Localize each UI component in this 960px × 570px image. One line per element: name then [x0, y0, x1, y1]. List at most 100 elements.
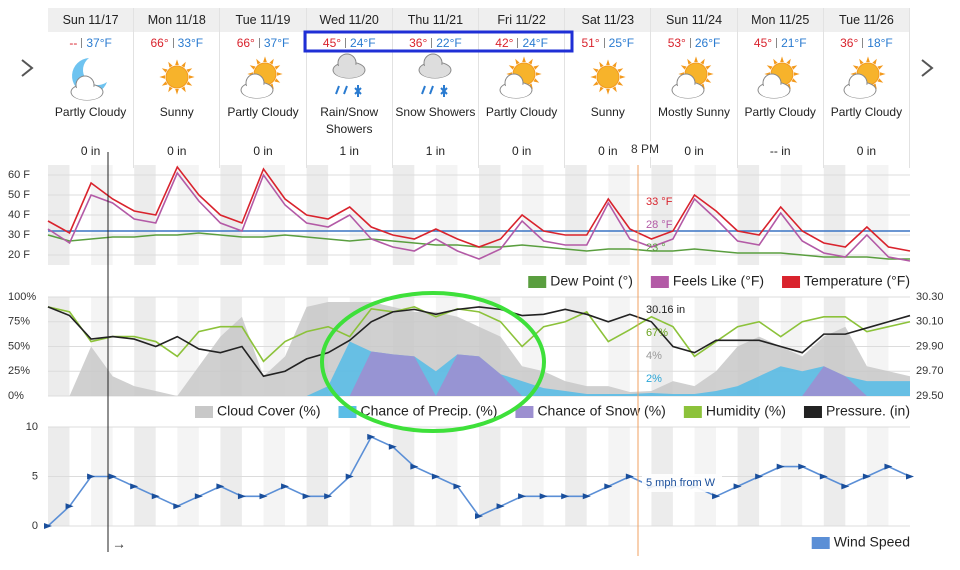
wind-marker — [496, 503, 505, 510]
sun-ray — [877, 78, 884, 83]
low-temp: 37°F — [263, 36, 290, 50]
precip-icon — [421, 85, 449, 97]
legend-swatch — [650, 276, 669, 288]
condition: Sunny — [590, 105, 625, 119]
day-name: Sat 11/23 — [565, 8, 651, 32]
y-tick-label: 10 — [26, 421, 38, 433]
high-temp: 36° — [840, 36, 859, 50]
sun-ray — [174, 59, 179, 66]
wind-marker — [884, 463, 893, 470]
sun-ray — [687, 58, 692, 65]
sun-ray — [533, 65, 539, 70]
sun-ray — [167, 61, 173, 68]
y-tick-label: 50 F — [8, 189, 30, 201]
sun-ray — [528, 58, 533, 65]
y-tick-label: 75% — [8, 316, 30, 328]
legend-label: Chance of Snow (%) — [537, 403, 665, 419]
wind-marker — [216, 483, 225, 490]
wind-marker — [841, 483, 850, 490]
separator — [689, 38, 691, 48]
sun-ray — [791, 65, 798, 70]
sun-ray — [590, 75, 596, 79]
separator — [862, 38, 864, 48]
day-name: Wed 11/20 — [306, 8, 392, 32]
legend-swatch — [782, 276, 801, 288]
sun-ray — [612, 61, 617, 68]
legend-swatch — [803, 406, 822, 418]
weather-icon — [671, 56, 714, 99]
icon-box — [738, 52, 823, 104]
y2-tick-label: 29.90 — [916, 340, 944, 352]
wind-marker — [302, 493, 311, 500]
day-strip: Sun 11/17 -- 37°F Partly Cloudy 0 in Mon 11/1… — [48, 8, 911, 168]
separator — [172, 38, 174, 48]
separator — [431, 38, 433, 48]
legend-label: Dew Point (°) — [550, 273, 633, 289]
low-temp: 22°F — [436, 36, 462, 50]
wind-marker — [625, 473, 634, 480]
weather-icon — [240, 56, 283, 99]
icon-box — [824, 52, 909, 104]
condition: Partly Cloudy — [830, 105, 903, 119]
day-name: Mon 11/25 — [737, 8, 823, 32]
sun-ray — [859, 58, 865, 65]
series-line — [47, 171, 911, 262]
wind-marker — [194, 493, 203, 500]
day-column: Tue 11/19 66° 37°F Partly Cloudy 0 in — [220, 8, 307, 168]
hi-lo: 36° 22°F — [393, 32, 478, 52]
weather-icon — [332, 53, 366, 97]
hi-lo: 66° 37°F — [220, 32, 305, 52]
y2-tick-label: 30.30 — [916, 291, 944, 303]
precip: 0 in — [856, 144, 877, 158]
sun-ray — [880, 72, 887, 76]
day-name: Tue 11/19 — [220, 8, 306, 32]
legend-label: Cloud Cover (%) — [217, 403, 320, 419]
hi-lo: -- 37°F — [48, 32, 133, 52]
low-temp: 24°F — [350, 36, 376, 50]
y-tick-label: 100% — [8, 291, 36, 303]
sun — [165, 65, 189, 89]
legend-label: Pressure. (in) — [826, 403, 910, 419]
sun-ray — [606, 88, 610, 95]
y-tick-label: 5 — [32, 470, 38, 482]
y2-tick-label: 29.50 — [916, 390, 944, 402]
separator — [258, 38, 260, 48]
separator — [345, 38, 347, 48]
sun-ray — [161, 81, 168, 86]
day-name: Fri 11/22 — [479, 8, 565, 32]
separator — [517, 38, 519, 48]
precip: 0 in — [511, 144, 532, 158]
wind-marker — [324, 493, 333, 500]
separator — [603, 38, 605, 48]
next-arrow[interactable] — [921, 59, 934, 77]
icon-box — [393, 52, 478, 104]
precip: 0 in — [80, 144, 101, 158]
day-column: Sun 11/24 53° 26°F Mostly Sunny 0 in — [651, 8, 738, 168]
wind-marker — [130, 483, 139, 490]
wind-marker — [712, 493, 721, 500]
condition: Partly Cloudy — [227, 105, 299, 119]
prev-arrow[interactable] — [21, 59, 34, 77]
day-name: Sun 11/17 — [48, 8, 134, 32]
wind-marker — [65, 503, 74, 510]
precip: -- in — [769, 144, 791, 158]
low-temp: 21°F — [781, 36, 807, 50]
day-column: Fri 11/22 42° 24°F Partly Cloudy 0 in — [479, 8, 566, 168]
low-temp: 25°F — [608, 36, 635, 50]
sun-ray — [263, 56, 267, 63]
legend-swatch — [195, 406, 213, 418]
icon-box — [134, 52, 219, 104]
separator — [776, 38, 778, 48]
wind-marker — [87, 473, 96, 480]
high-temp: 42° — [495, 36, 514, 50]
sun-ray — [853, 65, 859, 70]
hi-lo: 53° 26°F — [651, 32, 736, 52]
precip: 0 in — [253, 144, 273, 158]
wind-marker — [345, 473, 354, 480]
y-tick-label: 50% — [8, 340, 30, 352]
wind-marker — [281, 483, 290, 490]
legend-label: Humidity (%) — [706, 403, 786, 419]
y2-tick-label: 30.10 — [916, 316, 944, 328]
wind-marker — [798, 463, 807, 470]
y-tick-label: 0 — [32, 520, 38, 532]
